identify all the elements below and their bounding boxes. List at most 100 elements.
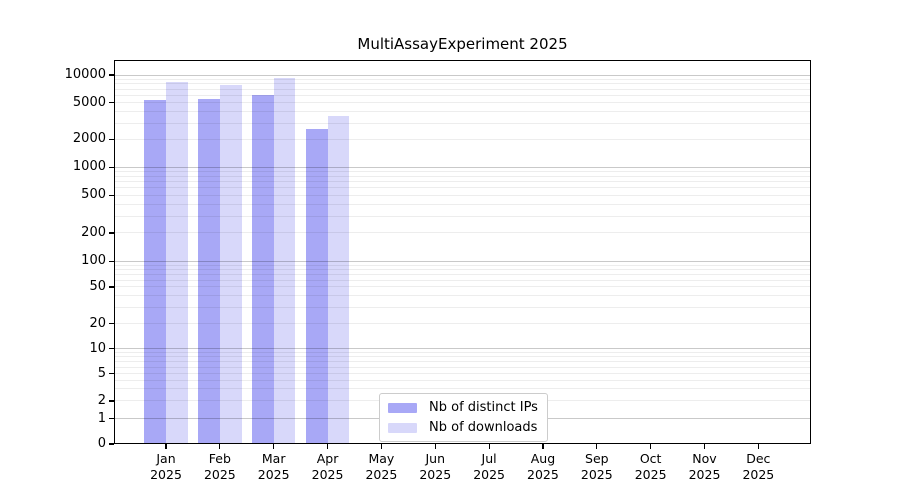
y-tick-label: 2000: [72, 131, 106, 147]
x-tick-label-sep: Sep 2025: [580, 451, 613, 482]
gridline: [114, 379, 811, 381]
y-tick-mark: [109, 443, 114, 445]
gridline: [114, 286, 811, 288]
y-tick-label: 2: [97, 392, 106, 408]
y-tick-mark: [109, 138, 114, 140]
x-tick-label-oct: Oct 2025: [634, 451, 667, 482]
plot-area: [114, 60, 811, 444]
gridline: [114, 373, 811, 375]
x-tick-label-nov: Nov 2025: [688, 451, 721, 482]
bar-downloads-apr: [327, 115, 350, 444]
y-tick-mark: [109, 348, 114, 350]
legend-swatch: [388, 402, 417, 413]
gridline: [114, 94, 811, 96]
chart-title: MultiAssayExperiment 2025: [357, 35, 568, 53]
bar-distinct-ips-jan: [144, 99, 166, 444]
gridline: [114, 306, 811, 308]
y-tick-mark: [109, 194, 114, 196]
legend: Nb of distinct IPs Nb of downloads: [379, 393, 548, 442]
bar-downloads-jan: [166, 82, 188, 444]
x-tick-label-aug: Aug 2025: [527, 451, 559, 482]
gridline: [114, 88, 811, 90]
x-tick-mark: [219, 444, 221, 449]
y-tick-mark: [109, 417, 114, 420]
y-tick-mark: [109, 232, 114, 234]
gridline: [114, 260, 811, 262]
y-tick-label: 20: [89, 315, 106, 331]
bar-downloads-feb: [219, 84, 242, 444]
gridline: [114, 175, 811, 177]
gridline: [114, 215, 811, 217]
gridline: [114, 351, 811, 353]
y-tick-mark: [109, 373, 114, 375]
x-tick-label-jul: Jul 2025: [473, 451, 505, 482]
y-tick-label: 0: [97, 436, 106, 451]
y-tick-label: 10000: [64, 67, 106, 82]
y-tick-label: 1000: [72, 159, 106, 175]
x-tick-mark: [326, 444, 329, 449]
x-tick-label-mar: Mar 2025: [257, 451, 290, 482]
x-tick-mark: [488, 444, 490, 449]
x-tick-mark: [165, 444, 167, 449]
y-tick-label: 50: [89, 278, 106, 294]
gridline: [114, 348, 811, 350]
y-tick-mark: [109, 74, 114, 76]
gridline: [114, 102, 811, 104]
gridline: [114, 187, 811, 189]
legend-swatch: [388, 422, 417, 433]
x-tick-label-dec: Dec 2025: [742, 451, 775, 482]
x-tick-label-may: May 2025: [365, 451, 398, 482]
legend-label: Nb of downloads: [429, 420, 538, 435]
y-tick-mark: [109, 400, 114, 402]
x-tick-mark: [380, 444, 382, 449]
gridline: [114, 279, 811, 281]
gridline: [114, 356, 811, 358]
gridline: [114, 269, 811, 271]
x-tick-mark: [703, 444, 706, 449]
y-tick-label: 5000: [72, 94, 106, 110]
gridline: [114, 203, 811, 205]
x-tick-label-jan: Jan 2025: [150, 451, 182, 482]
y-tick-mark: [109, 166, 114, 169]
x-tick-mark: [650, 444, 652, 449]
gridline: [114, 166, 811, 168]
y-tick-label: 100: [81, 253, 106, 269]
x-tick-mark: [596, 444, 598, 449]
legend-entry: Nb of downloads: [388, 420, 538, 435]
legend-entry: Nb of distinct IPs: [388, 400, 538, 415]
legend-label: Nb of distinct IPs: [429, 400, 538, 415]
bar-downloads-mar: [273, 77, 296, 444]
y-tick-label: 200: [81, 224, 106, 240]
y-tick-mark: [109, 102, 114, 104]
x-tick-mark: [757, 444, 759, 449]
bar-distinct-ips-feb: [198, 99, 220, 444]
y-tick-label: 10: [89, 340, 106, 356]
gridline: [114, 83, 811, 85]
x-tick-label-apr: Apr 2025: [311, 451, 344, 482]
x-tick-mark: [434, 444, 436, 449]
gridline: [114, 122, 811, 124]
gridline: [114, 264, 811, 266]
x-tick-mark: [542, 444, 544, 449]
gridline: [114, 138, 811, 140]
y-tick-label: 1: [97, 410, 106, 426]
gridline: [114, 323, 811, 325]
y-tick-label: 5: [97, 365, 106, 381]
x-tick-label-jun: Jun 2025: [419, 451, 452, 482]
y-tick-mark: [109, 260, 114, 262]
bar-distinct-ips-mar: [251, 94, 274, 444]
gridline: [114, 111, 811, 113]
gridline: [114, 181, 811, 183]
gridline: [114, 361, 811, 363]
y-tick-mark: [109, 323, 114, 325]
x-tick-label-feb: Feb 2025: [203, 451, 236, 482]
gridline: [114, 74, 811, 76]
y-tick-mark: [109, 286, 114, 288]
gridline: [114, 295, 811, 297]
gridline: [114, 171, 811, 173]
gridline: [114, 366, 811, 368]
bar-distinct-ips-apr: [305, 128, 328, 444]
x-tick-mark: [273, 444, 275, 449]
gridline: [114, 388, 811, 390]
